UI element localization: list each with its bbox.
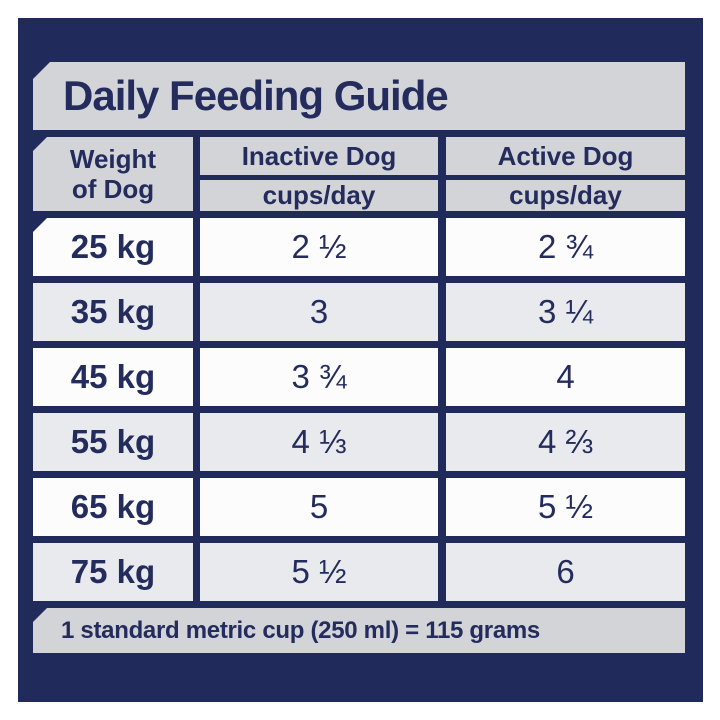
active-cups-value: 2 ¾ xyxy=(537,228,594,265)
weight-cell: 45 kg xyxy=(33,348,193,406)
page-title: Daily Feeding Guide xyxy=(63,72,449,119)
footnote-banner: 1 standard metric cup (250 ml) = 115 gra… xyxy=(33,608,685,653)
weight-label: 45 kg xyxy=(70,358,156,395)
active-cups-value: 4 xyxy=(556,358,575,395)
active-cups-cell: 5 ½ xyxy=(446,478,685,536)
active-cups-cell: 3 ¼ xyxy=(446,283,685,341)
weight-cell: 55 kg xyxy=(33,413,193,471)
inactive-cups-cell: 3 xyxy=(200,283,438,341)
inactive-cups-value: 4 ⅓ xyxy=(291,423,347,460)
inactive-cups-cell: 3 ¾ xyxy=(200,348,438,406)
active-cups-cell: 4 xyxy=(446,348,685,406)
active-dog-column-header: Active Dog xyxy=(446,137,685,175)
inactive-cups-cell: 5 xyxy=(200,478,438,536)
active-dog-units-header: cups/day xyxy=(446,180,685,211)
inactive-cups-cell: 4 ⅓ xyxy=(200,413,438,471)
weight-label: 75 kg xyxy=(70,553,156,590)
weight-cell: 25 kg xyxy=(33,218,193,276)
weight-cell: 75 kg xyxy=(33,543,193,601)
inactive-cups-value: 5 xyxy=(309,488,329,525)
weight-cell: 35 kg xyxy=(33,283,193,341)
title-banner: Daily Feeding Guide xyxy=(33,62,685,130)
weight-of-dog-header: Weight of Dog xyxy=(33,137,193,211)
inactive-cups-value: 3 ¾ xyxy=(291,358,347,395)
footnote-text: 1 standard metric cup (250 ml) = 115 gra… xyxy=(61,616,540,644)
active-cups-value: 6 xyxy=(556,553,575,590)
inactive-dog-units-header: cups/day xyxy=(200,180,438,211)
feeding-guide-panel: Daily Feeding Guide Weight of Dog Inacti… xyxy=(18,18,703,702)
weight-label: 25 kg xyxy=(70,228,156,265)
weight-label: 35 kg xyxy=(70,293,156,330)
inactive-cups-cell: 2 ½ xyxy=(200,218,438,276)
active-cups-cell: 2 ¾ xyxy=(446,218,685,276)
active-cups-cell: 4 ⅔ xyxy=(446,413,685,471)
inactive-cups-value: 5 ½ xyxy=(291,553,347,590)
weight-cell: 65 kg xyxy=(33,478,193,536)
inactive-cups-cell: 5 ½ xyxy=(200,543,438,601)
inactive-dog-column-header: Inactive Dog xyxy=(200,137,438,175)
active-cups-value: 3 ¼ xyxy=(537,293,594,330)
active-cups-cell: 6 xyxy=(446,543,685,601)
inactive-cups-value: 2 ½ xyxy=(291,228,347,265)
weight-label: 65 kg xyxy=(70,488,156,525)
inactive-cups-value: 3 xyxy=(309,293,329,330)
active-cups-value: 4 ⅔ xyxy=(537,423,594,460)
active-cups-value: 5 ½ xyxy=(537,488,594,525)
weight-label: 55 kg xyxy=(70,423,156,460)
